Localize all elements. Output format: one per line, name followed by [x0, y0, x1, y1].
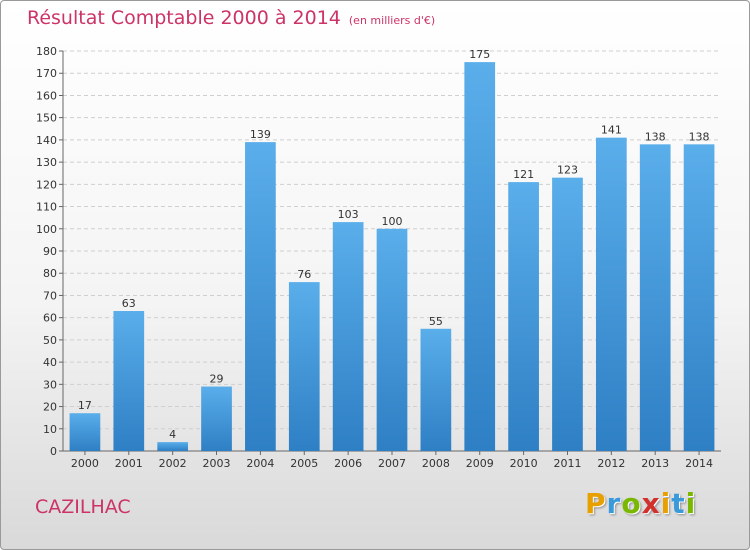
bar: [552, 177, 583, 451]
x-tick-label: 2008: [422, 457, 450, 470]
data-label: 175: [469, 48, 490, 61]
x-tick-label: 2013: [641, 457, 669, 470]
data-label: 4: [169, 428, 176, 441]
x-tick-label: 2003: [203, 457, 231, 470]
data-label: 100: [382, 215, 403, 228]
y-tick-label: 140: [36, 134, 57, 147]
bar: [683, 144, 715, 452]
y-tick-label: 160: [36, 89, 57, 102]
bar: [508, 182, 539, 451]
y-tick-label: 90: [43, 245, 57, 258]
y-tick-label: 30: [43, 378, 57, 391]
data-label: 17: [78, 399, 92, 412]
data-label: 121: [513, 168, 534, 181]
y-tick-label: 50: [43, 334, 57, 347]
y-tick-label: 70: [43, 289, 57, 302]
data-label: 103: [338, 208, 359, 221]
x-tick-label: 2001: [115, 457, 143, 470]
x-tick-label: 2010: [510, 457, 538, 470]
y-tick-label: 110: [36, 201, 57, 214]
data-label: 139: [250, 128, 271, 141]
data-label: 141: [601, 124, 622, 137]
data-label: 29: [210, 373, 224, 386]
chart-title: Résultat Comptable 2000 à 2014: [27, 7, 341, 29]
logo-letter: t: [671, 487, 686, 520]
logo-letter: o: [621, 487, 642, 520]
bar: [595, 137, 627, 451]
bar: [69, 413, 101, 451]
data-label: 63: [122, 297, 136, 310]
logo-letter: P: [585, 487, 607, 520]
bar: [332, 222, 364, 451]
bar: [639, 144, 671, 452]
x-tick-label: 2007: [378, 457, 406, 470]
x-tick-label: 2014: [685, 457, 713, 470]
data-label: 138: [689, 130, 710, 143]
x-tick-label: 2011: [553, 457, 581, 470]
bar: [157, 442, 189, 451]
bar: [201, 386, 232, 451]
bar: [420, 328, 452, 451]
bar: [113, 311, 145, 451]
y-tick-label: 80: [43, 267, 57, 280]
commune-name: CAZILHAC: [35, 496, 131, 518]
x-tick-label: 2005: [290, 457, 318, 470]
logo-letter: r: [606, 487, 622, 520]
y-tick-label: 180: [36, 45, 57, 58]
x-tick-label: 2002: [159, 457, 187, 470]
y-tick-label: 150: [36, 112, 57, 125]
data-label: 138: [645, 130, 666, 143]
y-tick-label: 10: [43, 423, 57, 436]
x-tick-label: 2012: [597, 457, 625, 470]
bar: [376, 228, 408, 451]
y-tick-label: 100: [36, 223, 57, 236]
y-tick-label: 20: [43, 401, 57, 414]
logo-letter: x: [641, 487, 661, 520]
data-label: 55: [429, 315, 443, 328]
bar: [245, 142, 276, 451]
y-tick-label: 60: [43, 312, 57, 325]
data-label: 76: [297, 268, 311, 281]
logo-letter: i: [685, 487, 697, 520]
y-tick-label: 120: [36, 178, 57, 191]
y-tick-label: 130: [36, 156, 57, 169]
proxiti-logo: Proxiti: [585, 487, 696, 520]
data-label: 123: [557, 164, 578, 177]
x-tick-label: 2004: [246, 457, 274, 470]
y-tick-label: 0: [50, 445, 57, 458]
chart-title-block: Résultat Comptable 2000 à 2014 (en millie…: [27, 7, 435, 29]
y-tick-label: 40: [43, 356, 57, 369]
x-tick-label: 2000: [71, 457, 99, 470]
logo-letter: i: [660, 487, 672, 520]
x-tick-label: 2009: [466, 457, 494, 470]
bar: [464, 62, 496, 451]
x-tick-label: 2006: [334, 457, 362, 470]
bar: [288, 282, 320, 451]
y-tick-label: 170: [36, 67, 57, 80]
chart-subtitle: (en milliers d'€): [348, 14, 436, 27]
